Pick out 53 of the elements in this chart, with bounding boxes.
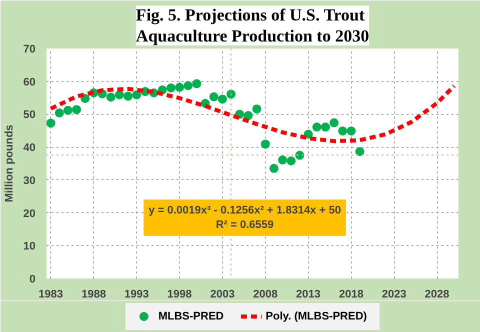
x-tick-label: 2023 [382, 288, 406, 300]
point [244, 111, 253, 120]
point [106, 92, 116, 102]
x-tick-label: 2018 [338, 288, 364, 300]
point [252, 104, 262, 114]
point [260, 140, 270, 149]
point [278, 155, 288, 164]
point [218, 94, 227, 104]
line-series [48, 84, 456, 144]
x-tick-label: 2013 [296, 288, 321, 300]
point [132, 90, 142, 100]
point [330, 118, 339, 128]
x-tick-label: 1988 [81, 288, 106, 300]
point [166, 83, 176, 92]
x-tick-label: 2003 [210, 288, 235, 300]
legend-label: MLBS-PRED [158, 310, 224, 322]
y-tick-label: 70 [23, 44, 36, 56]
y-tick-label: 20 [23, 208, 36, 220]
point [46, 118, 56, 128]
y-tick-label: 0 [29, 274, 36, 286]
point [175, 82, 184, 92]
point [184, 81, 193, 90]
point [192, 79, 202, 88]
x-tick-label: 1998 [167, 288, 192, 300]
point [286, 156, 296, 166]
y-tick-label: 50 [23, 109, 36, 122]
point [124, 92, 133, 101]
chart-title: Fig. 5. Projections of U.S. Trout Aquaculture Production to 2030 [136, 6, 370, 46]
point [320, 122, 330, 132]
point [114, 90, 124, 100]
x-tick-label: 1983 [38, 288, 64, 300]
y-tick-label: 10 [23, 240, 36, 253]
x-tick-label: 1993 [124, 288, 149, 300]
y-axis-title: Million pounds [3, 124, 16, 202]
x-tick-label: 2028 [424, 288, 450, 300]
point [355, 147, 364, 156]
point [295, 150, 304, 160]
x-tick-label: 2008 [253, 288, 278, 300]
point [312, 122, 322, 132]
point [63, 106, 72, 115]
point [72, 105, 82, 114]
annotation: R² = 0.6559 [216, 218, 274, 231]
y-tick-label: 60 [23, 76, 36, 88]
legend-label: Poly. (MLBS-PRED) [266, 310, 368, 322]
y-tick-label: 30 [23, 174, 36, 187]
point [269, 164, 278, 173]
point [226, 90, 236, 99]
point [346, 126, 356, 136]
point [209, 92, 218, 102]
point [54, 108, 64, 118]
annotation: y = 0.0019x³ - 0.1256x² + 1.8314x + 50 [148, 204, 341, 217]
point [338, 126, 348, 136]
y-tick-label: 40 [23, 142, 36, 154]
